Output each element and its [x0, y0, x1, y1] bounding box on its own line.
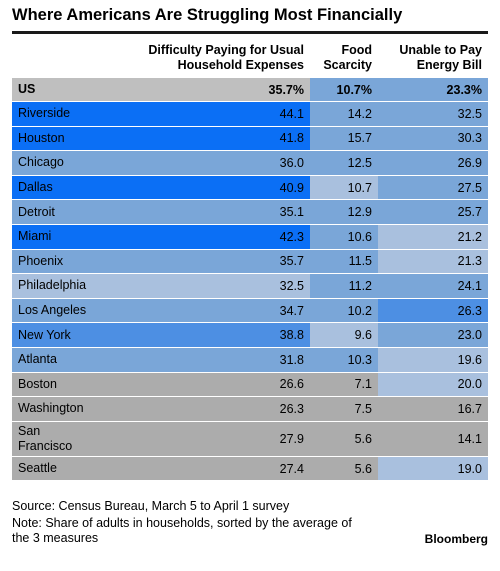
- value-cell-food-scarcity: 10.2: [310, 298, 378, 323]
- value-cell-food-scarcity: 11.5: [310, 249, 378, 274]
- value-cell-household-expenses: 26.3: [98, 397, 310, 421]
- value-cell-energy-bill: 24.1: [378, 274, 488, 298]
- value-cell-food-scarcity: 10.7%: [310, 78, 378, 101]
- value-cell-household-expenses: 44.1: [98, 102, 310, 126]
- table-row: Dallas 40.9 10.7 27.5: [12, 175, 488, 201]
- value-cell-household-expenses: 27.4: [98, 456, 310, 481]
- value-cell-energy-bill: 23.0: [378, 323, 488, 347]
- value-cell-household-expenses: 26.6: [98, 372, 310, 397]
- city-label: Atlanta: [12, 347, 98, 372]
- value-cell-food-scarcity: 5.6: [310, 421, 378, 456]
- city-label: Dallas: [12, 175, 98, 200]
- value-cell-household-expenses: 32.5: [98, 274, 310, 298]
- column-header-food-scarcity: Food Scarcity: [323, 43, 372, 72]
- value-cell-food-scarcity: 7.1: [310, 372, 378, 397]
- table-row: San Francisco 27.9 5.6 14.1: [12, 421, 488, 457]
- value-cell-household-expenses: 31.8: [98, 347, 310, 372]
- value-cell-energy-bill: 27.5: [378, 175, 488, 200]
- title-rule: [12, 31, 488, 34]
- table-row: Riverside 44.1 14.2 32.5: [12, 102, 488, 127]
- table-row: Seattle 27.4 5.6 19.0: [12, 456, 488, 482]
- value-cell-energy-bill: 26.3: [378, 298, 488, 323]
- value-cell-food-scarcity: 10.3: [310, 347, 378, 372]
- value-cell-household-expenses: 27.9: [98, 421, 310, 456]
- value-cell-energy-bill: 26.9: [378, 151, 488, 175]
- table-row: Detroit 35.1 12.9 25.7: [12, 200, 488, 225]
- value-cell-food-scarcity: 10.7: [310, 175, 378, 200]
- data-table: US 35.7% 10.7% 23.3% Riverside 44.1 14.2 32.5 Ho…: [12, 78, 488, 482]
- table-row: Boston 26.6 7.1 20.0: [12, 372, 488, 398]
- value-cell-energy-bill: 19.6: [378, 347, 488, 372]
- value-cell-energy-bill: 23.3%: [378, 78, 488, 101]
- table-row: Chicago 36.0 12.5 26.9: [12, 151, 488, 176]
- city-label: Boston: [12, 372, 98, 397]
- city-label: Houston: [12, 126, 98, 151]
- bloomberg-logo: Bloomberg: [424, 532, 488, 546]
- value-cell-food-scarcity: 7.5: [310, 397, 378, 421]
- table-row: Philadelphia 32.5 11.2 24.1: [12, 274, 488, 299]
- city-label: Chicago: [12, 151, 98, 175]
- value-cell-household-expenses: 38.8: [98, 323, 310, 347]
- chart-title: Where Americans Are Struggling Most Fina…: [12, 6, 403, 24]
- value-cell-household-expenses: 36.0: [98, 151, 310, 175]
- table-row: Miami 42.3 10.6 21.2: [12, 224, 488, 250]
- value-cell-energy-bill: 20.0: [378, 372, 488, 397]
- value-cell-household-expenses: 34.7: [98, 298, 310, 323]
- value-cell-household-expenses: 40.9: [98, 175, 310, 200]
- value-cell-food-scarcity: 10.6: [310, 224, 378, 249]
- table-row: Los Angeles 34.7 10.2 26.3: [12, 298, 488, 324]
- value-cell-energy-bill: 19.0: [378, 456, 488, 481]
- value-cell-energy-bill: 21.2: [378, 224, 488, 249]
- value-cell-energy-bill: 16.7: [378, 397, 488, 421]
- table-row: Atlanta 31.8 10.3 19.6: [12, 347, 488, 373]
- method-note-line-1: Note: Share of adults in households, sor…: [12, 516, 352, 530]
- city-label: Philadelphia: [12, 274, 98, 298]
- value-cell-household-expenses: 35.1: [98, 200, 310, 224]
- value-cell-household-expenses: 35.7%: [98, 78, 310, 101]
- city-label: Los Angeles: [12, 298, 98, 323]
- table-row: New York 38.8 9.6 23.0: [12, 323, 488, 348]
- city-label: Detroit: [12, 200, 98, 224]
- table-row: US 35.7% 10.7% 23.3%: [12, 78, 488, 102]
- table-row: Houston 41.8 15.7 30.3: [12, 126, 488, 152]
- value-cell-energy-bill: 30.3: [378, 126, 488, 151]
- value-cell-food-scarcity: 9.6: [310, 323, 378, 347]
- city-label: Riverside: [12, 102, 98, 126]
- value-cell-energy-bill: 14.1: [378, 421, 488, 456]
- value-cell-household-expenses: 41.8: [98, 126, 310, 151]
- value-cell-energy-bill: 25.7: [378, 200, 488, 224]
- city-label: Seattle: [12, 456, 98, 481]
- value-cell-food-scarcity: 11.2: [310, 274, 378, 298]
- source-note: Source: Census Bureau, March 5 to April …: [12, 499, 290, 513]
- value-cell-household-expenses: 42.3: [98, 224, 310, 249]
- table-row: Washington 26.3 7.5 16.7: [12, 397, 488, 422]
- value-cell-food-scarcity: 14.2: [310, 102, 378, 126]
- value-cell-food-scarcity: 12.9: [310, 200, 378, 224]
- table-row: Phoenix 35.7 11.5 21.3: [12, 249, 488, 275]
- city-label: New York: [12, 323, 98, 347]
- city-label: US: [12, 78, 98, 101]
- value-cell-household-expenses: 35.7: [98, 249, 310, 274]
- method-note-line-2: the 3 measures: [12, 531, 99, 545]
- column-header-household-expenses: Difficulty Paying for Usual Household Ex…: [148, 43, 304, 72]
- value-cell-food-scarcity: 12.5: [310, 151, 378, 175]
- value-cell-energy-bill: 32.5: [378, 102, 488, 126]
- city-label: Miami: [12, 224, 98, 249]
- city-label: San Francisco: [12, 421, 98, 456]
- column-header-energy-bill: Unable to Pay Energy Bill: [399, 43, 482, 72]
- value-cell-energy-bill: 21.3: [378, 249, 488, 274]
- city-label: Phoenix: [12, 249, 98, 274]
- city-label: Washington: [12, 397, 98, 421]
- value-cell-food-scarcity: 5.6: [310, 456, 378, 481]
- value-cell-food-scarcity: 15.7: [310, 126, 378, 151]
